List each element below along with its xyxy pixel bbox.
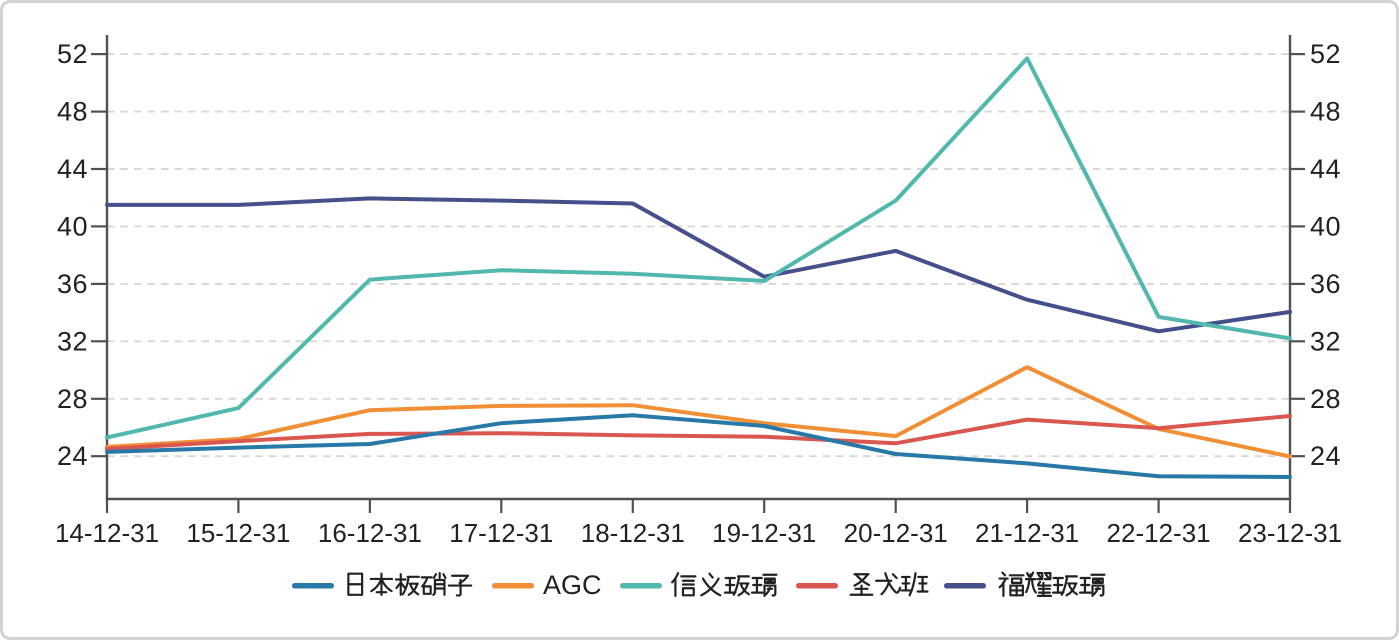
svg-text:24: 24 (1310, 441, 1341, 471)
svg-text:24: 24 (57, 441, 88, 471)
svg-text:48: 48 (57, 97, 88, 127)
svg-text:52: 52 (1310, 39, 1341, 69)
svg-text:17-12-31: 17-12-31 (449, 518, 553, 548)
svg-text:20-12-31: 20-12-31 (844, 518, 948, 548)
svg-text:40: 40 (1310, 211, 1341, 241)
svg-text:14-12-31: 14-12-31 (55, 518, 159, 548)
svg-text:23-12-31: 23-12-31 (1238, 518, 1342, 548)
svg-text:28: 28 (57, 384, 88, 414)
svg-text:AGC: AGC (543, 570, 602, 600)
svg-text:32: 32 (57, 326, 88, 356)
svg-text:15-12-31: 15-12-31 (186, 518, 290, 548)
svg-text:48: 48 (1310, 97, 1341, 127)
svg-text:52: 52 (57, 39, 88, 69)
svg-text:44: 44 (57, 154, 88, 184)
svg-text:22-12-31: 22-12-31 (1107, 518, 1211, 548)
svg-text:18-12-31: 18-12-31 (581, 518, 685, 548)
svg-text:36: 36 (1310, 269, 1341, 299)
svg-text:44: 44 (1310, 154, 1341, 184)
svg-text:21-12-31: 21-12-31 (975, 518, 1079, 548)
svg-text:40: 40 (57, 211, 88, 241)
svg-text:28: 28 (1310, 384, 1341, 414)
svg-text:32: 32 (1310, 326, 1341, 356)
svg-text:36: 36 (57, 269, 88, 299)
svg-text:19-12-31: 19-12-31 (712, 518, 816, 548)
svg-text:16-12-31: 16-12-31 (318, 518, 422, 548)
